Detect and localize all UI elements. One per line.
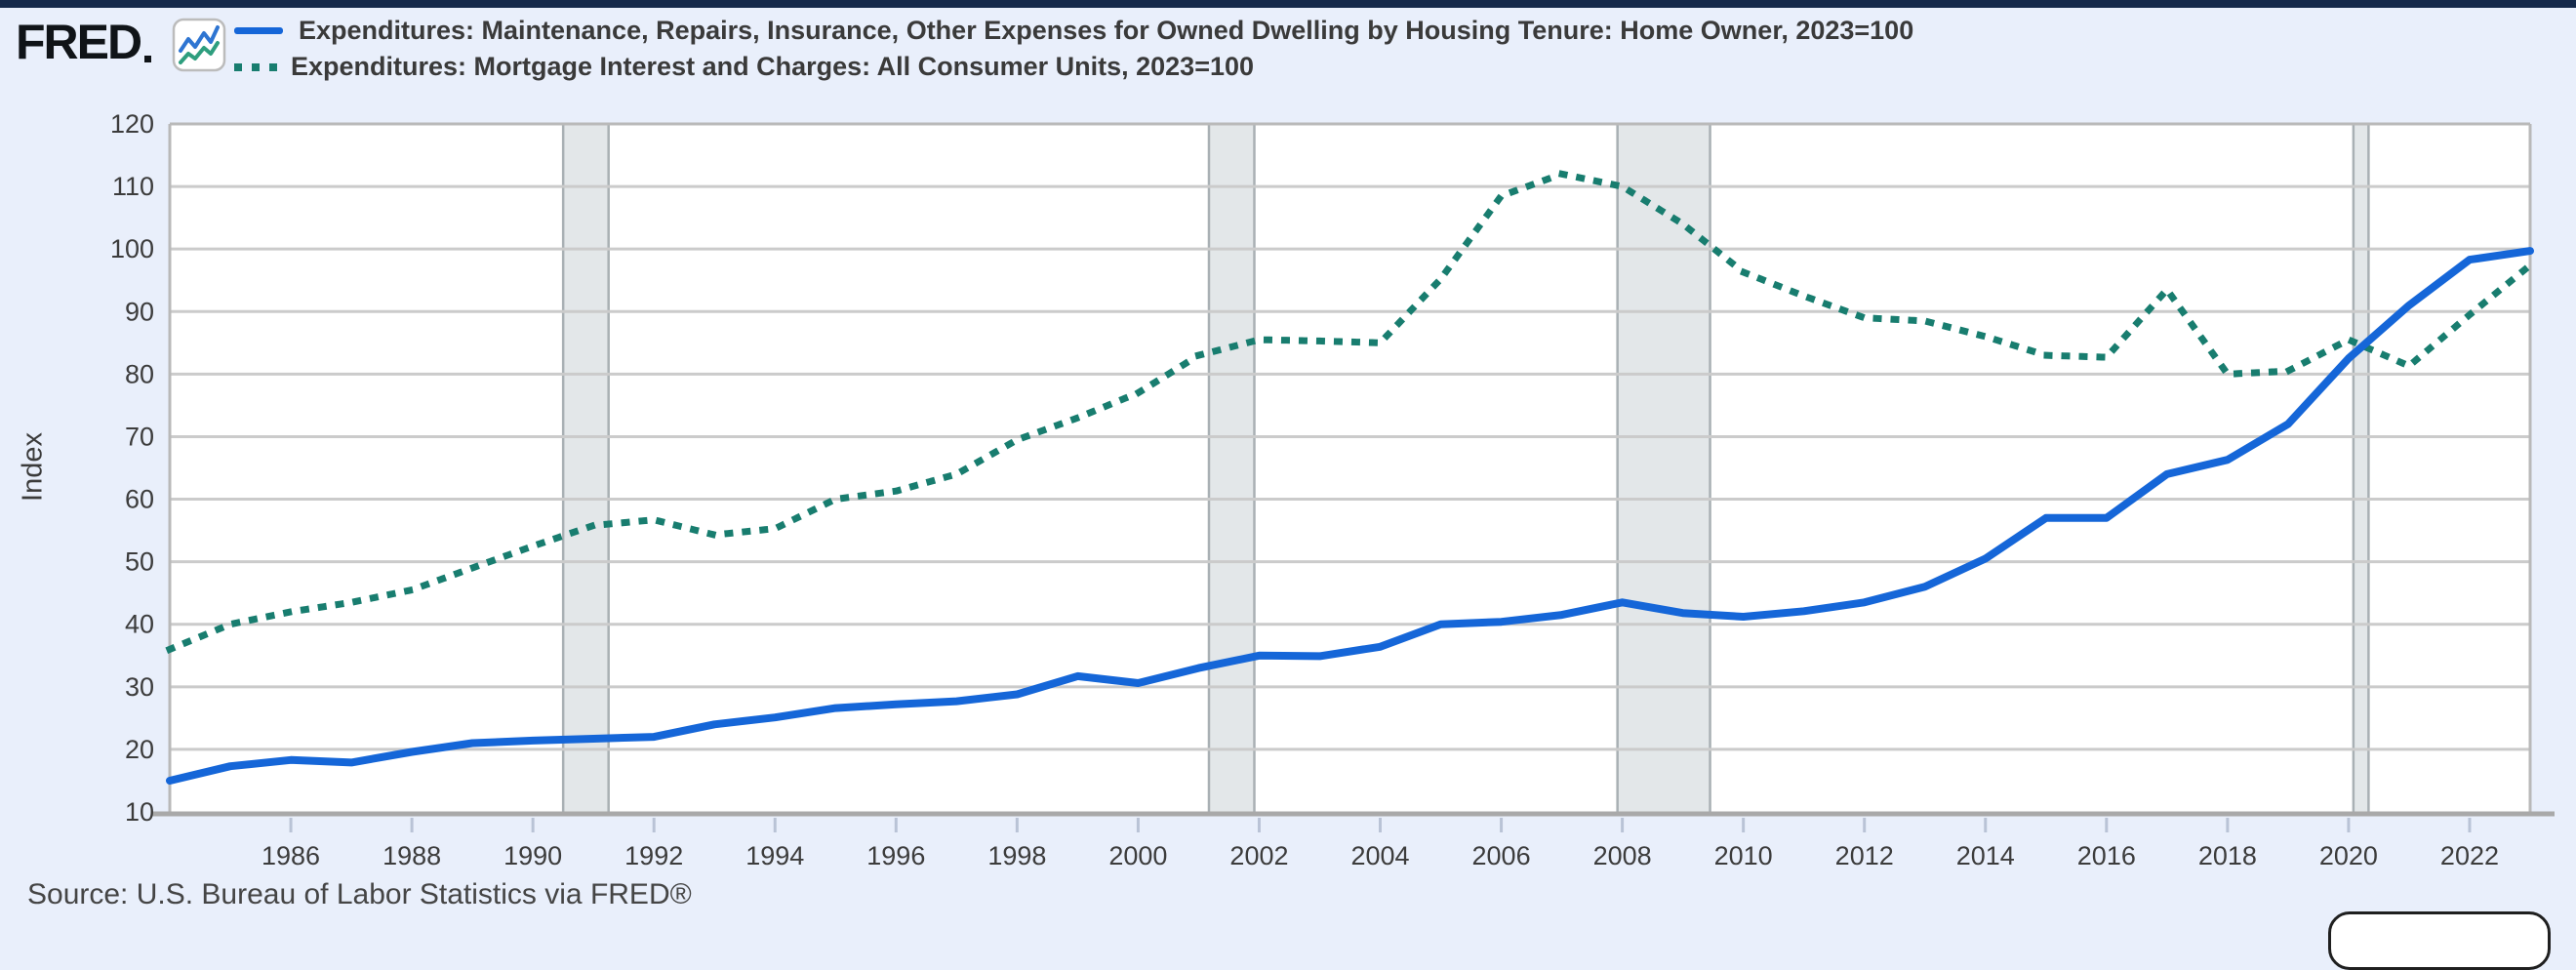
x-tick-label: 1986 (262, 841, 320, 870)
x-tick-label: 1994 (745, 841, 804, 870)
fred-logo[interactable]: FRED (16, 15, 152, 69)
y-tick-label: 30 (125, 672, 154, 702)
partial-bottom-button[interactable] (2328, 911, 2551, 970)
x-tick-label: 2022 (2440, 841, 2499, 870)
y-tick-label: 20 (125, 735, 154, 764)
x-tick-label: 2006 (1472, 841, 1531, 870)
fred-chart-icon (172, 18, 226, 72)
legend-swatch-dotted-line (234, 62, 277, 71)
x-tick-label: 1998 (987, 841, 1046, 870)
series-line-mortgage-interest[interactable] (165, 170, 2535, 654)
series-line-homeowner-maintenance[interactable] (166, 247, 2534, 785)
y-tick-label: 110 (112, 172, 154, 201)
legend-label-mortgage: Expenditures: Mortgage Interest and Char… (291, 52, 1255, 81)
line-chart-plot[interactable]: 1986 1988 1990 1992 1994 1996 1998 2000 2002 2004… (0, 0, 2576, 921)
x-tick-label: 2018 (2198, 841, 2257, 870)
x-tick-label: 1996 (866, 841, 925, 870)
y-axis-title: Index (17, 432, 49, 502)
recession-band (2353, 124, 2369, 812)
top-border-strip (0, 0, 2576, 8)
x-tick-label: 2000 (1108, 841, 1167, 870)
y-tick-label: 90 (125, 297, 154, 326)
y-tick-label: 120 (110, 109, 154, 139)
x-tick-label: 1992 (624, 841, 683, 870)
chart-legend: Expenditures: Maintenance, Repairs, Insu… (234, 13, 1913, 85)
icon-green-zigzag (179, 41, 220, 64)
x-tick-label: 1990 (503, 841, 562, 870)
x-tick-label: 2002 (1229, 841, 1288, 870)
source-attribution: Source: U.S. Bureau of Labor Statistics … (27, 878, 692, 910)
y-tick-label: 40 (125, 610, 154, 639)
recession-band (1617, 124, 1711, 812)
recession-band (1208, 124, 1255, 812)
fred-logo-text: FRED (16, 15, 142, 69)
x-tick-label: 1988 (382, 841, 441, 870)
recession-band (563, 124, 609, 812)
icon-blue-zigzag (179, 25, 220, 53)
y-tick-label: 50 (125, 547, 154, 577)
legend-swatch-solid-line (234, 27, 285, 34)
legend-row-homeowner[interactable]: Expenditures: Maintenance, Repairs, Insu… (234, 13, 1913, 49)
y-tick-label: 60 (125, 485, 154, 514)
x-tick-label: 2014 (1956, 841, 2015, 870)
plot-area-background[interactable] (170, 124, 2530, 812)
legend-label-homeowner: Expenditures: Maintenance, Repairs, Insu… (299, 16, 1914, 45)
x-tick-label: 2010 (1714, 841, 1773, 870)
logo-trademark-dot (144, 56, 152, 62)
x-tick-label: 2008 (1593, 841, 1652, 870)
x-tick-label: 2020 (2319, 841, 2378, 870)
x-tick-label: 2012 (1835, 841, 1894, 870)
y-tick-label: 80 (125, 359, 154, 388)
x-tick-label: 2016 (2077, 841, 2136, 870)
y-tick-label: 100 (110, 234, 154, 263)
x-tick-label: 2004 (1350, 841, 1409, 870)
legend-row-mortgage[interactable]: Expenditures: Mortgage Interest and Char… (234, 49, 1913, 85)
y-tick-label: 70 (125, 422, 154, 451)
y-tick-label: 10 (125, 797, 154, 827)
